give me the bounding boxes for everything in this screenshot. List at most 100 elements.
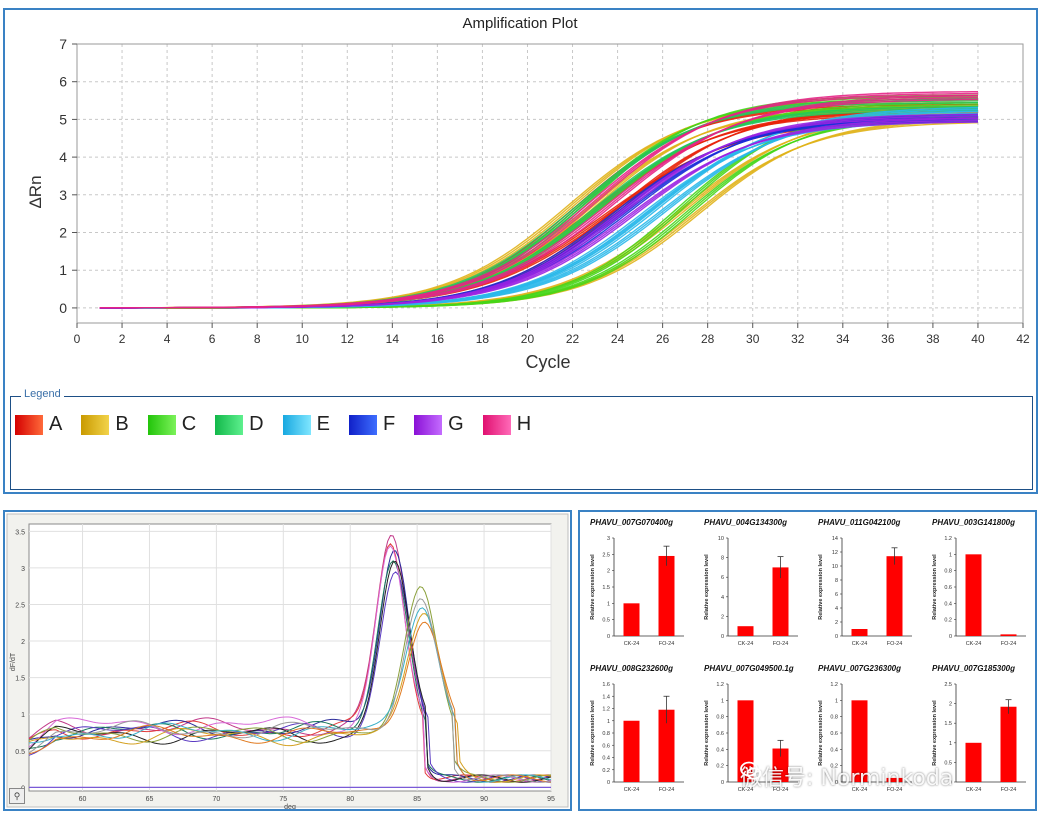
x-tick-label: CK-24 — [738, 787, 754, 793]
x-axis-label: Cycle — [525, 352, 570, 372]
plot-frame — [76, 43, 1024, 324]
y-tick-label: 0.4 — [716, 747, 724, 753]
y-tick-label: 0.4 — [602, 756, 610, 762]
y-tick-label: 0.5 — [944, 760, 952, 766]
curve-d — [99, 98, 978, 309]
melt-curve — [28, 586, 552, 783]
x-tick-label: FO-24 — [887, 641, 903, 647]
y-tick-label: 2 — [949, 702, 952, 708]
chart-title: PHAVU_003G141800g — [932, 518, 1015, 527]
bar — [965, 554, 982, 636]
y-tick-label: 0.4 — [830, 747, 838, 753]
y-tick-label: 1.5 — [15, 676, 25, 683]
y-tick-label: 0.2 — [716, 764, 724, 770]
y-tick-label: 0 — [721, 780, 724, 786]
y-tick-label: 2 — [721, 614, 724, 620]
bar — [772, 748, 789, 782]
y-tick-label: 4 — [721, 595, 724, 601]
y-tick-label: 2 — [607, 569, 610, 575]
chart-title: PHAVU_007G236300g — [818, 664, 901, 673]
x-tick-label: 95 — [547, 796, 555, 803]
melt-frame — [28, 523, 552, 792]
y-tick-label: 3 — [607, 536, 610, 542]
y-tick-label: 4 — [835, 606, 838, 612]
watermark: 微信号: Norminkoda — [740, 760, 953, 792]
x-tick-label: FO-24 — [659, 787, 675, 793]
y-tick-label: 1 — [21, 712, 25, 719]
y-tick-label: 1.4 — [602, 694, 610, 700]
y-axis-label: Relative expression level — [818, 700, 824, 766]
curve-c — [99, 104, 979, 309]
melt-curve — [28, 545, 552, 783]
melt-curve — [28, 571, 551, 783]
y-axis-label: dF/dT — [10, 652, 17, 671]
wechat-icon — [740, 761, 762, 780]
y-tick-label: 3 — [59, 187, 67, 203]
x-tick-label: 34 — [836, 332, 850, 346]
bar — [851, 629, 868, 636]
curve-b — [99, 105, 978, 309]
y-axis-label: Relative expression level — [932, 700, 938, 766]
legend-box: Legend A B C D E F G H — [10, 388, 1033, 490]
legend-item-f: F — [348, 413, 395, 436]
y-tick-label: 3 — [21, 566, 25, 573]
y-tick-label: 1 — [607, 601, 610, 607]
y-axis-label: Relative expression level — [818, 554, 824, 620]
y-tick-label: 2.5 — [15, 602, 25, 609]
expression-chart: PHAVU_007G185300g Relative expression lev… — [932, 664, 1026, 793]
y-tick-label: 2 — [21, 639, 25, 646]
bar — [737, 626, 754, 636]
x-tick-label: 8 — [254, 332, 261, 346]
bar — [886, 556, 903, 636]
y-tick-label: 1.5 — [602, 585, 610, 591]
legend-title: Legend — [21, 388, 64, 400]
y-tick-label: 0.2 — [944, 618, 952, 624]
y-axis-label: Relative expression level — [932, 554, 938, 620]
x-tick-label: 2 — [119, 332, 126, 346]
x-tick-label: FO-24 — [659, 641, 675, 647]
legend-swatch — [15, 414, 43, 435]
zoom-icon[interactable]: ⚲ — [9, 788, 25, 804]
y-tick-label: 1 — [59, 262, 67, 278]
x-tick-label: 32 — [791, 332, 805, 346]
legend-item-g: G — [414, 413, 464, 436]
curve-b — [99, 98, 978, 309]
x-tick-label: CK-24 — [624, 641, 640, 647]
expression-chart: PHAVU_008G232600g Relative expression lev… — [590, 664, 684, 793]
y-tick-label: 7 — [59, 36, 67, 52]
y-tick-label: 0 — [59, 300, 67, 316]
y-tick-label: 2 — [59, 225, 67, 241]
y-tick-label: 8 — [721, 556, 724, 562]
x-tick-label: 70 — [212, 796, 220, 803]
y-tick-label: 1.2 — [944, 536, 952, 542]
y-tick-label: 2 — [835, 620, 838, 626]
x-tick-label: FO-24 — [1001, 641, 1017, 647]
y-axis-label: Relative expression level — [590, 700, 596, 766]
y-tick-label: 1.2 — [830, 682, 838, 688]
bar — [658, 709, 675, 782]
x-tick-label: 90 — [480, 796, 488, 803]
melt-curve — [28, 560, 552, 783]
legend-item-d: D — [215, 413, 264, 436]
x-tick-label: CK-24 — [852, 641, 868, 647]
x-tick-label: CK-24 — [624, 787, 640, 793]
legend-swatch — [482, 414, 511, 435]
melt-curve — [28, 613, 552, 783]
y-axis-label: ΔRn — [26, 175, 45, 208]
y-tick-label: 0.2 — [830, 764, 838, 770]
melt-curve — [28, 560, 552, 783]
melt-curve-panel: 606570758085909500.511.522.533.5degdF/dT… — [3, 510, 572, 811]
expression-chart: PHAVU_004G134300g Relative expression lev… — [704, 518, 798, 647]
legend-item-b: B — [81, 413, 129, 436]
legend-label: D — [249, 413, 264, 435]
legend-swatch — [282, 414, 311, 435]
x-tick-label: 14 — [386, 332, 400, 346]
legend-label: H — [516, 413, 532, 435]
y-tick-label: 1.2 — [716, 682, 724, 688]
x-tick-label: 85 — [413, 796, 421, 803]
chart-title: Amplification Plot — [462, 15, 578, 32]
x-tick-label: FO-24 — [887, 787, 903, 793]
bar — [965, 742, 982, 782]
x-tick-label: FO-24 — [1001, 787, 1017, 793]
